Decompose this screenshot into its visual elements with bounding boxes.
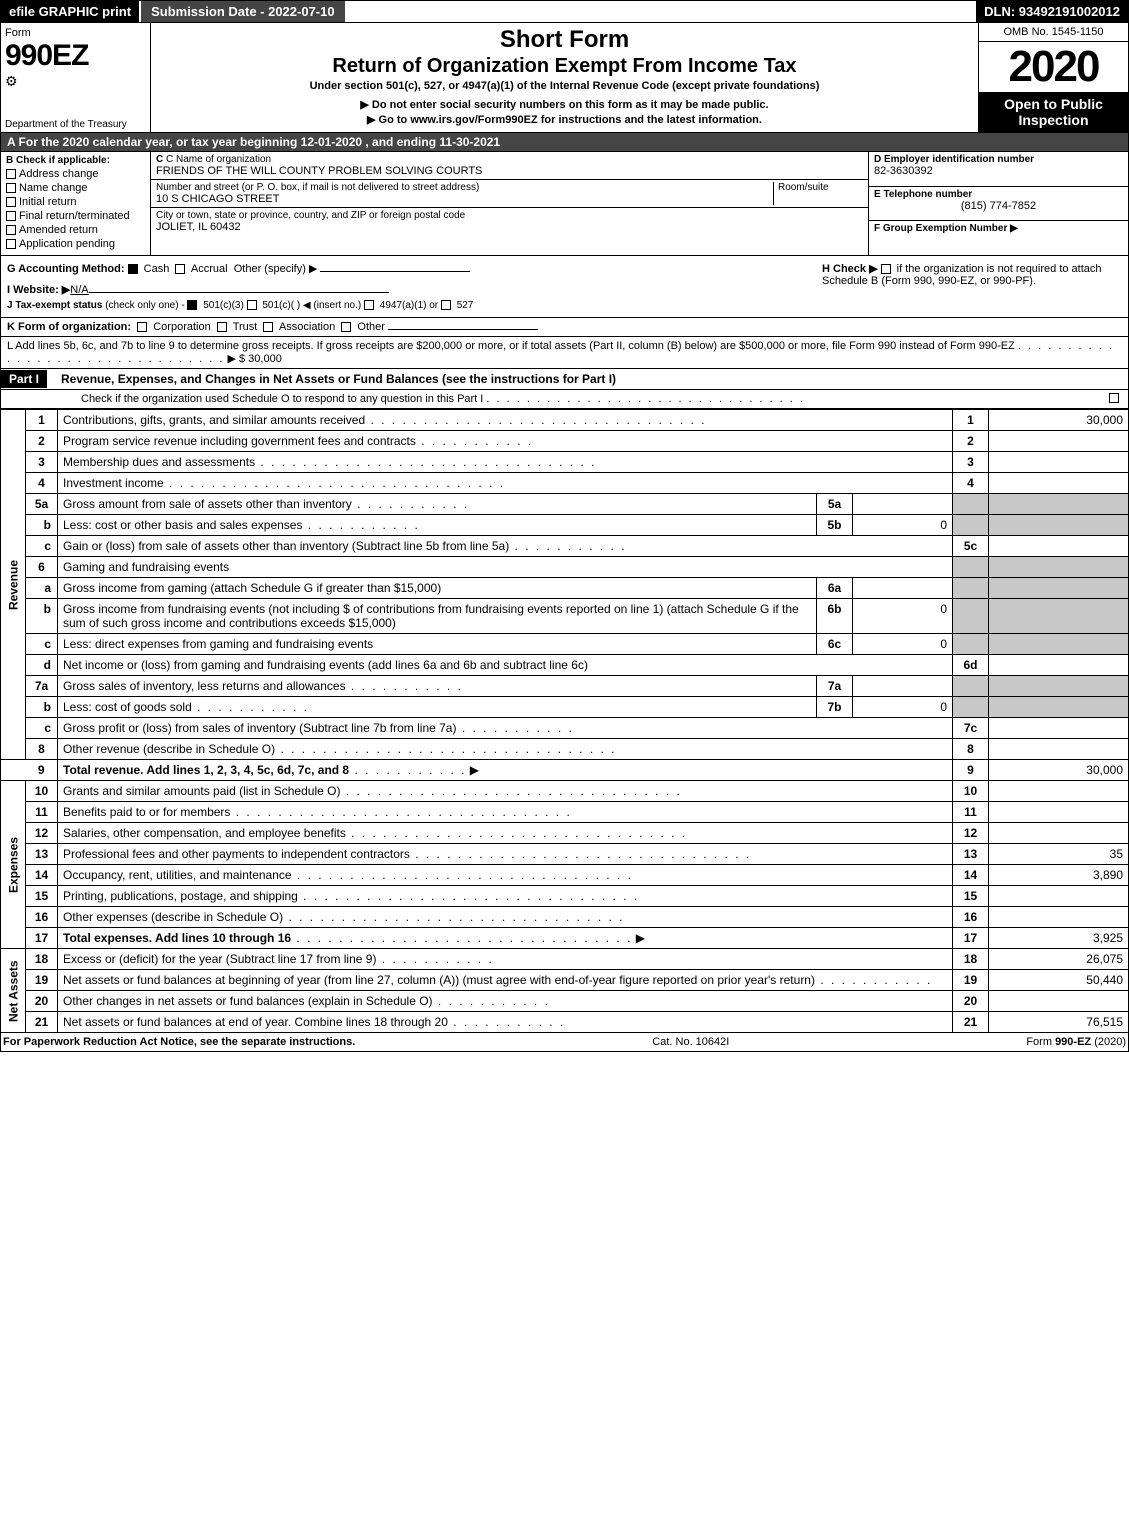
part-i-check: Check if the organization used Schedule …: [0, 390, 1129, 409]
amt-20: [989, 991, 1129, 1012]
top-bar: efile GRAPHIC print Submission Date - 20…: [0, 0, 1129, 23]
amt-21: 76,515: [989, 1012, 1129, 1033]
chk-pending[interactable]: [6, 239, 16, 249]
chk-final[interactable]: [6, 211, 16, 221]
section-g-left: G Accounting Method: Cash Accrual Other …: [7, 262, 802, 311]
side-revenue: Revenue: [1, 410, 26, 760]
footer-right: Form 990-EZ (2020): [1026, 1036, 1126, 1048]
section-a-band: A For the 2020 calendar year, or tax yea…: [0, 133, 1129, 152]
form-number: 990EZ: [5, 39, 146, 73]
section-k: K Form of organization: Corporation Trus…: [0, 318, 1129, 337]
section-gh: G Accounting Method: Cash Accrual Other …: [0, 256, 1129, 318]
amt-13: 35: [989, 844, 1129, 865]
side-expenses: Expenses: [1, 781, 26, 949]
section-b: B Check if applicable: Address change Na…: [1, 152, 151, 255]
section-h: H Check ▶ if the organization is not req…: [822, 262, 1122, 287]
chk-name[interactable]: [6, 183, 16, 193]
form-word: Form: [5, 27, 146, 39]
chk-other-org[interactable]: [341, 322, 351, 332]
chk-4947[interactable]: [364, 300, 374, 310]
goto-link[interactable]: ▶ Go to www.irs.gov/Form990EZ for instru…: [157, 113, 972, 126]
header-right: OMB No. 1545-1150 2020 Open to Public In…: [978, 23, 1128, 132]
amt-5c: [989, 536, 1129, 557]
amt-16: [989, 907, 1129, 928]
chk-trust[interactable]: [217, 322, 227, 332]
section-c: C C Name of organization FRIENDS OF THE …: [151, 152, 868, 255]
amt-4: [989, 473, 1129, 494]
section-l: L Add lines 5b, 6c, and 7b to line 9 to …: [0, 337, 1129, 369]
amt-1: 30,000: [989, 410, 1129, 431]
org-name: FRIENDS OF THE WILL COUNTY PROBLEM SOLVI…: [156, 165, 863, 177]
subhead: Under section 501(c), 527, or 4947(a)(1)…: [157, 80, 972, 92]
part-i-table: Revenue 1 Contributions, gifts, grants, …: [0, 409, 1129, 1033]
subamt-6a: [853, 578, 953, 599]
info-grid: B Check if applicable: Address change Na…: [0, 152, 1129, 256]
amt-9: 30,000: [989, 760, 1129, 781]
footer-center: Cat. No. 10642I: [652, 1036, 729, 1048]
city-state-zip: JOLIET, IL 60432: [156, 221, 863, 233]
dln-label: DLN: 93492191002012: [976, 1, 1128, 22]
tax-year: 2020: [979, 42, 1128, 92]
amt-7c: [989, 718, 1129, 739]
amt-11: [989, 802, 1129, 823]
section-def: D Employer identification number 82-3630…: [868, 152, 1128, 255]
subamt-7b: 0: [853, 697, 953, 718]
side-netassets: Net Assets: [1, 949, 26, 1033]
top-spacer: [347, 1, 977, 22]
chk-schedule-o-partI[interactable]: [1109, 393, 1119, 403]
chk-501c[interactable]: [247, 300, 257, 310]
title-short-form: Short Form: [157, 26, 972, 54]
ein: 82-3630392: [874, 165, 1123, 177]
amt-3: [989, 452, 1129, 473]
amt-6d: [989, 655, 1129, 676]
form-header: Form 990EZ ⚙ Department of the Treasury …: [0, 23, 1129, 133]
efile-label[interactable]: efile GRAPHIC print: [1, 1, 139, 22]
footer-left: For Paperwork Reduction Act Notice, see …: [3, 1036, 355, 1048]
part-i-header: Part I Revenue, Expenses, and Changes in…: [0, 369, 1129, 390]
subamt-5b: 0: [853, 515, 953, 536]
subamt-6c: 0: [853, 634, 953, 655]
amt-2: [989, 431, 1129, 452]
ssn-note: ▶ Do not enter social security numbers o…: [157, 98, 972, 111]
amt-12: [989, 823, 1129, 844]
chk-schedule-b[interactable]: [881, 264, 891, 274]
chk-address[interactable]: [6, 169, 16, 179]
dept-treasury: Department of the Treasury: [5, 119, 127, 130]
gross-receipts: $ 30,000: [239, 353, 282, 365]
subamt-7a: [853, 676, 953, 697]
b-label: B Check if applicable:: [6, 155, 145, 166]
chk-initial[interactable]: [6, 197, 16, 207]
chk-corp[interactable]: [137, 322, 147, 332]
title-return: Return of Organization Exempt From Incom…: [157, 55, 972, 78]
amt-8: [989, 739, 1129, 760]
open-public: Open to Public Inspection: [979, 92, 1128, 132]
website: N/A: [70, 284, 88, 296]
chk-accrual[interactable]: [175, 264, 185, 274]
street-address: 10 S CHICAGO STREET: [156, 193, 773, 205]
chk-527[interactable]: [441, 300, 451, 310]
subamt-6b: 0: [853, 599, 953, 634]
chk-assoc[interactable]: [263, 322, 273, 332]
amt-15: [989, 886, 1129, 907]
chk-cash[interactable]: [128, 264, 138, 274]
header-left: Form 990EZ ⚙ Department of the Treasury: [1, 23, 151, 132]
amt-14: 3,890: [989, 865, 1129, 886]
amt-10: [989, 781, 1129, 802]
header-center: Short Form Return of Organization Exempt…: [151, 23, 978, 132]
part-i-tab: Part I: [1, 370, 47, 388]
chk-amended[interactable]: [6, 225, 16, 235]
chk-501c3[interactable]: [187, 300, 197, 310]
subamt-5a: [853, 494, 953, 515]
amt-19: 50,440: [989, 970, 1129, 991]
telephone: (815) 774-7852: [874, 200, 1123, 212]
amt-17: 3,925: [989, 928, 1129, 949]
submission-date: Submission Date - 2022-07-10: [139, 1, 347, 22]
omb-number: OMB No. 1545-1150: [979, 23, 1128, 42]
page-footer: For Paperwork Reduction Act Notice, see …: [0, 1033, 1129, 1052]
amt-18: 26,075: [989, 949, 1129, 970]
